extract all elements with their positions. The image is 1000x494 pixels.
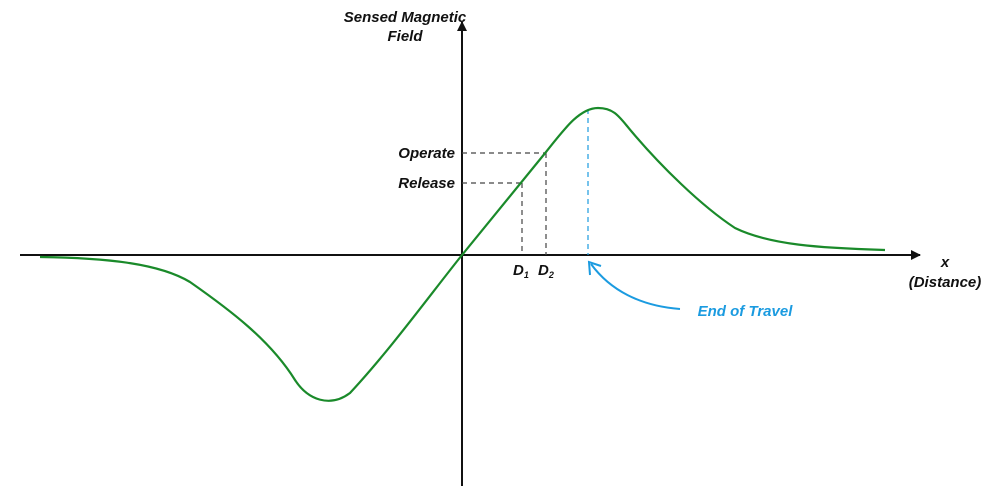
d1-label: D1 <box>513 262 529 280</box>
d2-label: D2 <box>538 262 554 280</box>
x-axis-label: (Distance) <box>909 274 982 291</box>
arrowhead-icon <box>587 260 602 276</box>
end-of-travel-label: End of Travel <box>698 303 794 320</box>
end-of-travel-arrow <box>590 263 681 310</box>
y-axis-label-line2: Field <box>387 28 423 45</box>
operate-label: Operate <box>398 145 455 162</box>
magnetic-field-curve <box>39 106 886 402</box>
release-label: Release <box>398 175 455 192</box>
x-axis-symbol: x <box>940 254 950 271</box>
y-axis-label-line1: Sensed Magnetic <box>344 9 467 26</box>
